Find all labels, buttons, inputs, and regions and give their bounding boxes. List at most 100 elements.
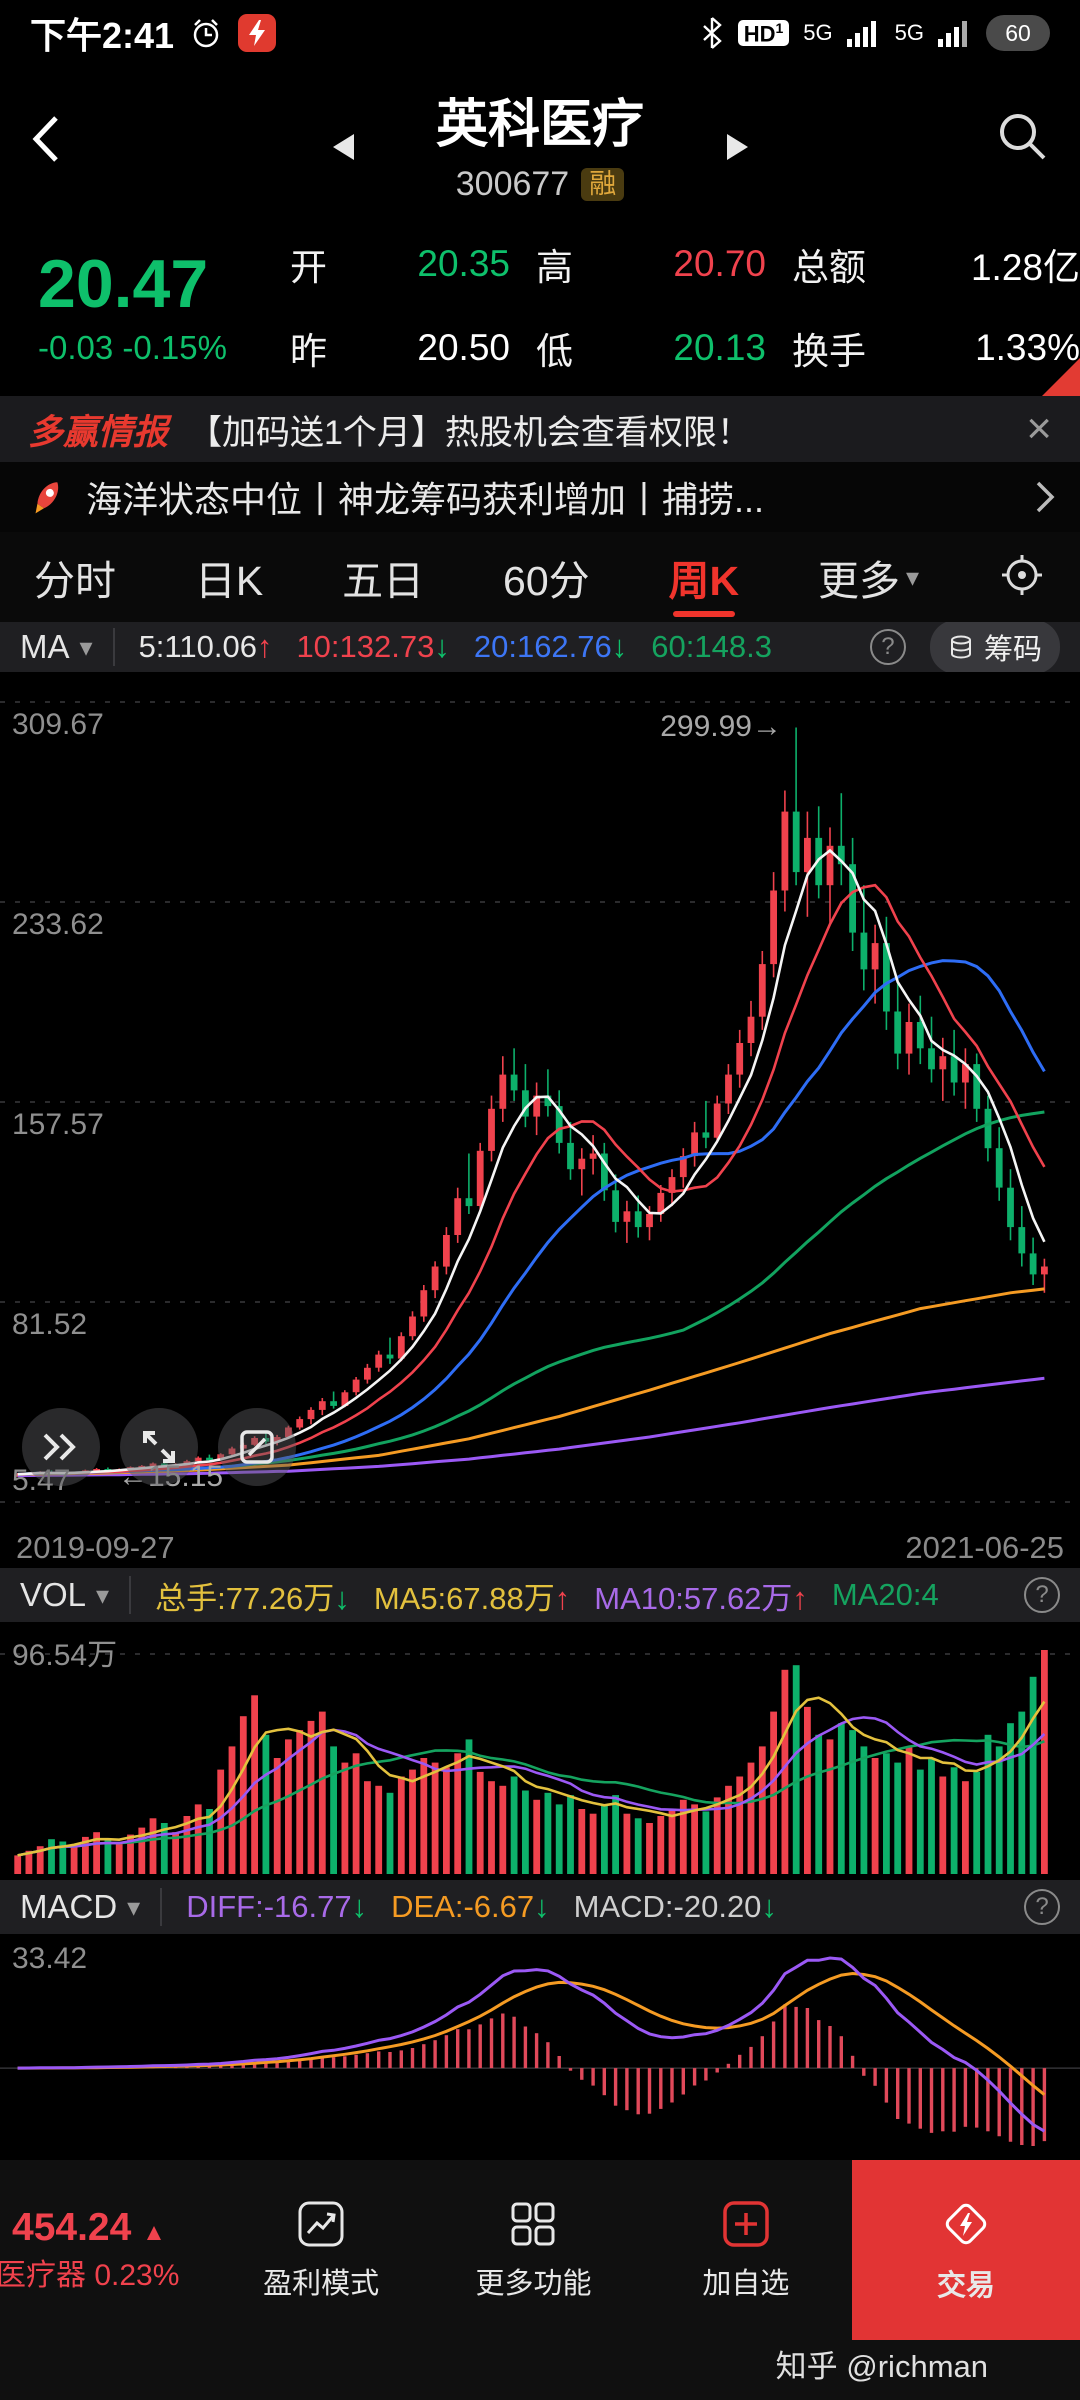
- low-label: 低: [536, 331, 573, 372]
- tab-daily[interactable]: 日K: [194, 558, 264, 604]
- ma-indicator-bar: MA ▾ 5:110.06↑ 10:132.73↓ 20:162.76↓ 60:1…: [0, 622, 1080, 672]
- macd-plot[interactable]: [0, 1934, 1080, 2160]
- help-icon[interactable]: ?: [869, 629, 906, 665]
- chip-distribution-button[interactable]: 筹码: [929, 622, 1060, 672]
- y-axis-label-4: 81.52: [12, 1308, 88, 1341]
- clock: 下午2:41: [30, 15, 175, 56]
- add-plus-icon: [723, 2201, 769, 2247]
- macd-selector[interactable]: MACD ▾: [20, 1888, 163, 1926]
- more-functions-button[interactable]: 更多功能: [427, 2198, 639, 2302]
- prev-close-label: 昨: [290, 331, 327, 372]
- main-kline-chart[interactable]: 309.67 233.62 157.57 81.52 5.47 299.99→ …: [0, 672, 1080, 1528]
- vol-indicator-bar: VOL ▾ 总手:77.26万↓ MA5:67.88万↑ MA10:57.62万↑…: [0, 1568, 1080, 1622]
- macd-diff: DIFF:-16.77↓: [186, 1889, 368, 1924]
- start-date: 2019-09-27: [16, 1530, 175, 1565]
- draw-tool-button[interactable]: [218, 1408, 296, 1486]
- promo-banner[interactable]: 多赢情报 【加码送1个月】热股机会查看权限！ ×: [0, 396, 1080, 462]
- peak-price-annotation: 299.99→: [660, 710, 782, 743]
- last-price: 20.47: [38, 246, 209, 322]
- price-change: -0.03 -0.15%: [38, 329, 227, 366]
- turnover-label: 换手: [792, 331, 866, 372]
- network-label-1: 5G: [803, 20, 833, 45]
- ma20-value: 20:162.76↓: [473, 629, 628, 664]
- alarm-icon: [193, 19, 219, 48]
- vol-max-label: 96.54万: [12, 1639, 118, 1672]
- hd-badge: HD1: [737, 19, 790, 47]
- promo-brand: 多赢情报: [28, 412, 169, 452]
- quote-panel: 20.47 -0.03 -0.15% 开 20.35 高 20.70 总额 1.…: [0, 216, 1080, 396]
- y-axis-label-2: 233.62: [12, 908, 104, 941]
- add-watchlist-button[interactable]: 加自选: [640, 2198, 852, 2302]
- bluetooth-icon: [702, 17, 722, 49]
- back-button[interactable]: [26, 110, 66, 173]
- high-label: 高: [536, 247, 573, 288]
- search-icon[interactable]: [992, 106, 1052, 171]
- tab-5day[interactable]: 五日: [342, 558, 425, 604]
- y-axis-label-1: 309.67: [12, 708, 104, 741]
- chevron-right-icon: [1036, 481, 1055, 513]
- macd-dea: DEA:-6.67↓: [391, 1889, 550, 1924]
- prev-stock-button[interactable]: [330, 132, 356, 167]
- low-price-annotation: ←15.15: [118, 1460, 224, 1493]
- macd-value: MACD:-20.20↓: [573, 1889, 777, 1924]
- macd-indicator-bar: MACD ▾ DIFF:-16.77↓ DEA:-6.67↓ MACD:-20.2…: [0, 1880, 1080, 1934]
- expand-panel-button[interactable]: [22, 1408, 100, 1486]
- news-ticker[interactable]: 海洋状态中位丨神龙筹码获利增加丨捕捞...: [0, 462, 1080, 532]
- help-icon[interactable]: ?: [1024, 1577, 1060, 1613]
- vol-ma5: MA5:67.88万↑: [373, 1580, 571, 1616]
- macd-chart[interactable]: 33.42: [0, 1934, 1080, 2160]
- app-notification-icon: [238, 14, 277, 52]
- status-bar: 下午2:41 HD1 5G 5G: [0, 0, 1080, 66]
- y-axis-label-5: 5.47: [12, 1464, 71, 1497]
- ticker-message: 海洋状态中位丨神龙筹码获利增加丨捕捞...: [86, 479, 765, 520]
- low-value: 20.13: [673, 327, 766, 368]
- end-date: 2021-06-25: [905, 1530, 1064, 1565]
- tab-more[interactable]: 更多 ▾: [818, 558, 920, 604]
- signal-bars-icon-1: [846, 21, 876, 47]
- chips-icon: [950, 635, 971, 659]
- open-label: 开: [290, 247, 327, 288]
- close-icon[interactable]: ×: [1026, 404, 1052, 453]
- chart-settings-icon[interactable]: [998, 551, 1046, 604]
- date-range: 2019-09-27 2021-06-25: [0, 1528, 1080, 1568]
- tab-weekly[interactable]: 周K: [669, 532, 740, 622]
- corner-fold-indicator[interactable]: [1042, 358, 1080, 396]
- grid-icon: [511, 2202, 555, 2246]
- volume-plot[interactable]: [0, 1622, 1080, 1880]
- quote-table: 开 20.35 高 20.70 总额 1.28亿 昨 20.50 低 20.13…: [290, 237, 1080, 375]
- profit-mode-icon: [298, 2201, 344, 2247]
- margin-trading-badge: 融: [581, 167, 625, 202]
- bottom-toolbar: 454.24 ▲ 医疗器 0.23% 盈利模式 更多功能: [0, 2160, 1080, 2400]
- signal-bars-icon-2: [938, 21, 967, 47]
- next-stock-button[interactable]: [725, 132, 751, 167]
- vol-selector[interactable]: VOL ▾: [20, 1576, 132, 1614]
- stock-title: 英科医疗: [435, 96, 644, 154]
- trade-button[interactable]: 交易: [851, 2160, 1080, 2340]
- fullscreen-button[interactable]: [120, 1408, 198, 1486]
- vol-ma20: MA20:4: [831, 1577, 939, 1612]
- amount-value: 1.28亿: [970, 247, 1080, 288]
- tab-fenshi[interactable]: 分时: [34, 558, 116, 604]
- rocket-icon: [35, 482, 59, 514]
- vol-ma10: MA10:57.62万↑: [594, 1580, 808, 1616]
- y-axis-label-3: 157.57: [12, 1108, 104, 1141]
- prev-close-value: 20.50: [417, 327, 510, 368]
- battery-indicator: 60: [986, 15, 1050, 51]
- ma5-value: 5:110.06↑: [138, 629, 273, 664]
- stock-code: 300677: [455, 165, 570, 203]
- help-icon[interactable]: ?: [1024, 1889, 1060, 1925]
- macd-max-label: 33.42: [12, 1942, 88, 1975]
- vol-total: 总手:77.26万↓: [155, 1580, 350, 1616]
- sector-index-widget[interactable]: 454.24 ▲ 医疗器 0.23%: [0, 2206, 180, 2292]
- profit-mode-button[interactable]: 盈利模式: [215, 2198, 427, 2302]
- ma60-value: 60:148.3: [651, 629, 772, 664]
- tab-60min[interactable]: 60分: [503, 558, 590, 604]
- volume-chart[interactable]: 96.54万: [0, 1622, 1080, 1880]
- period-tabs: 分时 日K 五日 60分 周K 更多 ▾: [0, 532, 1080, 622]
- header: 英科医疗 300677 融: [0, 66, 1080, 216]
- high-value: 20.70: [673, 243, 766, 284]
- candlestick-plot[interactable]: [0, 672, 1080, 1528]
- ma10-value: 10:132.73↓: [296, 629, 450, 664]
- ma-selector[interactable]: MA ▾: [20, 628, 115, 666]
